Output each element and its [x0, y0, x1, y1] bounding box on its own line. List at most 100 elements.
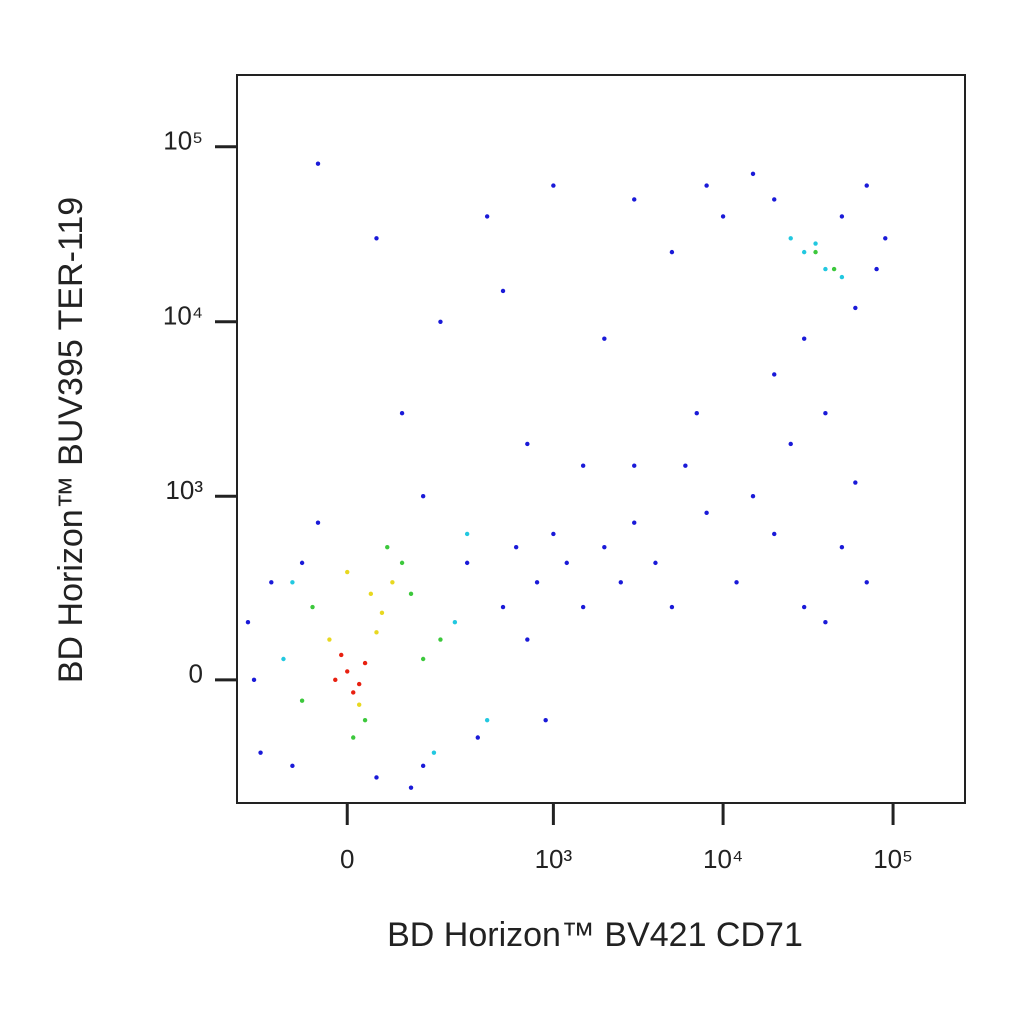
event-dot — [788, 441, 793, 447]
event-dot — [269, 580, 274, 585]
event-dot — [669, 249, 675, 255]
event-dot — [251, 677, 257, 683]
x-tick-label: 10³ — [535, 844, 573, 874]
event-dot — [339, 652, 344, 658]
event-dot — [801, 336, 807, 341]
event-dot — [813, 241, 818, 246]
event-dot — [864, 183, 869, 188]
event-dot — [399, 560, 405, 566]
event-dot — [385, 544, 390, 550]
event-dot — [618, 580, 623, 585]
event-dot — [801, 249, 807, 255]
y-tick-label: 10⁵ — [163, 126, 203, 156]
event-dot — [813, 249, 818, 255]
event-dot — [420, 494, 426, 499]
event-dot — [801, 604, 807, 610]
event-dot — [374, 775, 379, 780]
event-dot — [475, 735, 480, 740]
event-dot — [420, 656, 426, 662]
event-dot — [534, 580, 540, 585]
event-dot — [632, 520, 637, 525]
event-dot — [525, 441, 530, 447]
event-dot — [564, 560, 569, 566]
event-dot — [874, 266, 879, 272]
event-dot — [551, 531, 556, 537]
event-dot — [484, 214, 490, 219]
event-dot — [823, 266, 828, 272]
event-dot — [839, 544, 845, 550]
event-dot — [351, 735, 356, 740]
event-dot — [831, 266, 837, 272]
event-dot — [734, 580, 739, 585]
event-dot — [299, 560, 305, 566]
event-dot — [351, 690, 356, 695]
event-dot — [315, 161, 321, 166]
event-dot — [720, 214, 726, 219]
event-dot — [551, 183, 556, 188]
plot-frame — [236, 74, 966, 804]
event-dot — [653, 560, 658, 566]
event-dot — [704, 510, 709, 516]
x-tick-label: 10⁵ — [873, 844, 913, 874]
event-dot — [452, 619, 458, 625]
event-dot — [245, 619, 251, 625]
y-axis-title: BD Horizon™ BUV395 TER-119 — [52, 197, 90, 683]
event-dot — [602, 544, 607, 550]
event-dot — [704, 183, 709, 188]
event-dot — [632, 463, 637, 468]
event-dot — [883, 236, 888, 241]
event-dot — [464, 531, 470, 537]
event-dot — [290, 763, 295, 769]
event-dot — [772, 197, 777, 202]
event-dot — [333, 677, 338, 683]
event-dot — [772, 372, 777, 377]
event-dot — [823, 411, 828, 416]
event-dot — [374, 236, 379, 241]
event-dot — [368, 591, 374, 597]
event-dot — [864, 580, 869, 585]
event-dot — [543, 717, 548, 723]
event-dot — [258, 750, 263, 755]
event-dot — [356, 681, 362, 687]
event-dot — [500, 604, 506, 610]
event-dot — [310, 604, 315, 610]
event-dot — [345, 569, 350, 575]
event-dot — [772, 531, 777, 537]
event-dot — [694, 411, 699, 416]
event-dot — [327, 637, 332, 642]
event-dot — [315, 520, 321, 525]
y-tick-label: 0 — [189, 659, 203, 689]
event-dot — [281, 656, 286, 662]
event-dot — [399, 411, 405, 416]
event-dot — [839, 274, 845, 280]
event-dot — [362, 660, 368, 666]
event-dot — [356, 702, 362, 707]
event-dot — [839, 214, 845, 219]
event-dot — [390, 580, 395, 585]
x-axis-title: BD Horizon™ BV421 CD71 — [387, 916, 803, 954]
event-dot — [408, 785, 414, 790]
x-tick-label: 0 — [340, 844, 354, 874]
event-dot — [345, 669, 350, 674]
event-dot — [853, 305, 858, 311]
event-dot — [853, 480, 858, 485]
y-tick-label: 10³ — [165, 475, 203, 505]
event-dot — [823, 619, 828, 625]
event-dot — [580, 604, 586, 610]
event-dot — [374, 630, 379, 635]
event-dot — [438, 637, 443, 642]
event-dot — [750, 494, 756, 499]
event-dot — [299, 698, 305, 703]
event-dot — [602, 336, 607, 341]
event-dot — [290, 580, 295, 585]
event-dot — [525, 637, 530, 642]
event-dot — [438, 319, 443, 324]
event-dot — [750, 171, 756, 177]
event-dot — [669, 604, 675, 610]
event-dot — [500, 288, 506, 294]
event-dot — [420, 763, 426, 769]
event-dot — [408, 591, 414, 597]
event-dot — [484, 717, 490, 723]
